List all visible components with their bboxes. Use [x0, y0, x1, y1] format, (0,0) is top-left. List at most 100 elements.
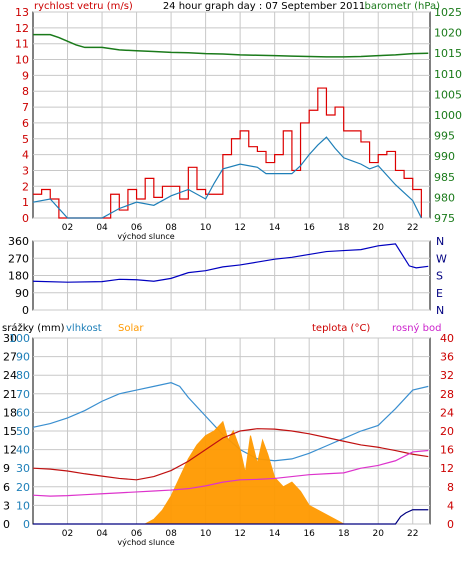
temp-tick-label: 36: [440, 351, 454, 364]
baro-tick-label: 995: [434, 130, 455, 143]
temp-tick-label: 40: [440, 332, 454, 345]
solar-label: Solar: [118, 323, 144, 334]
hour-tick-label: 06: [131, 529, 143, 539]
hour-tick-label: 12: [234, 223, 245, 233]
wind-tick-label: 5: [22, 133, 29, 146]
wind-tick-label: 3: [22, 164, 29, 177]
barometer-line: [33, 33, 429, 58]
hour-tick-label: 04: [96, 223, 108, 233]
hour-tick-label: 02: [62, 529, 73, 539]
humidity-tick-label: 40: [16, 444, 30, 457]
hour-tick-label: 06: [131, 223, 143, 233]
solar-area: [33, 420, 353, 525]
hour-tick-label: 22: [407, 223, 418, 233]
rain-tick-label: 27: [3, 351, 17, 364]
baro-tick-label: 975: [434, 212, 455, 225]
rain-tick-label: 18: [3, 406, 17, 419]
hour-tick-label: 14: [269, 223, 281, 233]
hour-tick-label: 18: [338, 529, 350, 539]
compass-label: W: [436, 252, 447, 265]
wind-tick-label: 2: [22, 180, 29, 193]
rain-tick-label: 21: [3, 388, 17, 401]
sunrise-label-top: východ slunce: [117, 232, 174, 241]
hour-tick-label: 20: [372, 223, 384, 233]
wind-panel-frame: [32, 11, 431, 219]
baro-tick-label: 990: [434, 150, 455, 163]
direction-tick-label: 270: [8, 252, 29, 265]
direction-line: [32, 243, 429, 283]
barometer-label: barometr (hPa): [365, 1, 441, 12]
rain-tick-label: 0: [3, 518, 10, 531]
direction-tick-label: 360: [8, 235, 29, 248]
rain-tick-label: 12: [3, 444, 17, 457]
wind_max-line: [33, 87, 422, 219]
wind-tick-label: 6: [22, 117, 29, 130]
temperature-line: [32, 428, 429, 481]
baro-tick-label: 1010: [434, 68, 462, 81]
wind-tick-label: 7: [22, 101, 29, 114]
wind-tick-label: 8: [22, 85, 29, 98]
baro-tick-label: 1020: [434, 27, 462, 40]
wind-tick-label: 11: [15, 38, 29, 51]
humidity-tick-label: 60: [16, 406, 30, 419]
temp-tick-label: 24: [440, 406, 454, 419]
temp-tick-label: 16: [440, 444, 454, 457]
wind-tick-label: 0: [22, 212, 29, 225]
hour-tick-label: 08: [165, 223, 177, 233]
rain-tick-label: 9: [3, 462, 10, 475]
hour-tick-label: 08: [165, 529, 177, 539]
sunrise-label-bottom: východ slunce: [117, 538, 174, 547]
baro-tick-label: 1005: [434, 88, 462, 101]
baro-tick-label: 1025: [434, 6, 462, 19]
temp-tick-label: 28: [440, 388, 454, 401]
humidity-tick-label: 30: [16, 462, 30, 475]
compass-label: N: [436, 304, 444, 317]
rain-tick-label: 24: [3, 369, 17, 382]
wind_avg-line: [32, 136, 422, 219]
baro-tick-label: 985: [434, 171, 455, 184]
humidity-label: vlhkost: [66, 323, 102, 334]
wind-tick-label: 10: [15, 54, 29, 67]
temp-tick-label: 4: [447, 499, 454, 512]
direction-tick-label: 0: [22, 304, 29, 317]
direction-tick-label: 90: [15, 287, 29, 300]
hour-tick-label: 20: [372, 529, 384, 539]
temp-tick-label: 0: [447, 518, 454, 531]
dew_point-line: [32, 449, 429, 497]
baro-tick-label: 980: [434, 191, 455, 204]
wind-tick-label: 13: [15, 6, 29, 19]
baro-tick-label: 1000: [434, 109, 462, 122]
rain-tick-label: 6: [3, 481, 10, 494]
hour-tick-label: 14: [269, 529, 281, 539]
rain-tick-label: 30: [3, 332, 17, 345]
rain-line: [33, 509, 429, 525]
compass-label: S: [436, 270, 443, 283]
humidity-tick-label: 20: [16, 481, 30, 494]
temp-tick-label: 32: [440, 369, 454, 382]
dew-point-label: rosný bod: [392, 322, 441, 334]
wind-tick-label: 9: [22, 69, 29, 82]
humidity-tick-label: 50: [16, 425, 30, 438]
hour-tick-label: 02: [62, 223, 73, 233]
humidity-tick-label: 10: [16, 499, 30, 512]
rain-label: srážky (mm): [2, 322, 65, 334]
baro-tick-label: 1015: [434, 47, 462, 60]
temp-tick-label: 12: [440, 462, 454, 475]
wind-speed-label: rychlost vetru (m/s): [34, 1, 133, 12]
direction-tick-label: 180: [8, 270, 29, 283]
temp-tick-label: 8: [447, 481, 454, 494]
hour-tick-label: 16: [303, 529, 315, 539]
compass-label: N: [436, 235, 444, 248]
humidity-tick-label: 0: [23, 518, 30, 531]
wind-tick-label: 12: [15, 22, 29, 35]
hour-tick-label: 10: [200, 223, 212, 233]
compass-label: E: [436, 287, 443, 300]
rain-tick-label: 3: [3, 499, 10, 512]
hour-tick-label: 04: [96, 529, 108, 539]
wind-tick-label: 4: [22, 149, 29, 162]
hour-tick-label: 12: [234, 529, 245, 539]
hour-tick-label: 10: [200, 529, 212, 539]
temperature-label: teplota (°C): [312, 323, 370, 334]
